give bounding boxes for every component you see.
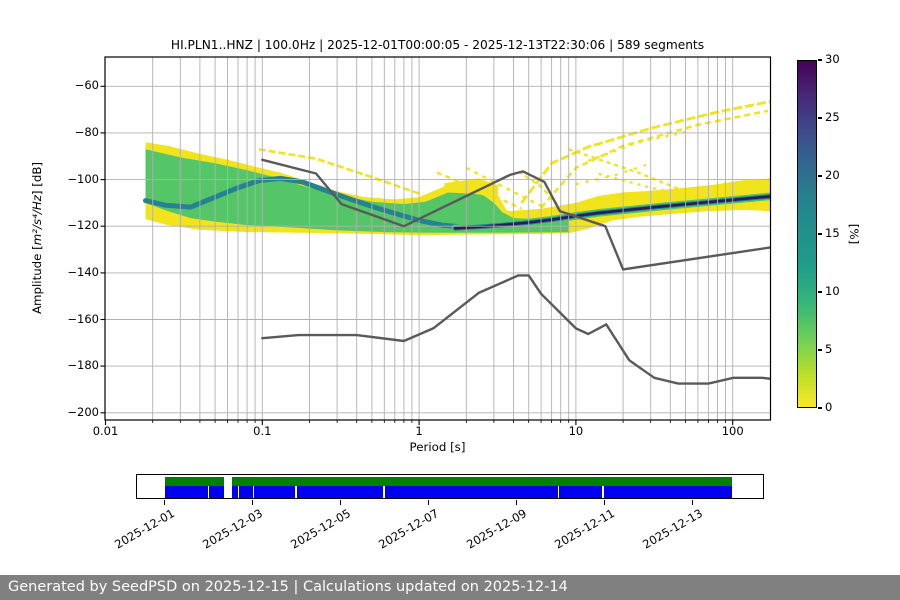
- timeline-tick-mark: [251, 500, 254, 505]
- timeline-coverage-green: [164, 476, 224, 486]
- event-streak: [436, 171, 523, 210]
- x-tick-label: 100: [721, 424, 744, 438]
- colorbar: [797, 60, 817, 408]
- event-streak: [465, 166, 553, 213]
- y-axis-label-suffix: ] [dB]: [30, 161, 44, 196]
- heatmap-layer: [143, 100, 771, 236]
- colorbar-tick-mark: [818, 291, 822, 293]
- timeline-coverage-blue: [603, 486, 733, 498]
- event-wedge: [444, 178, 499, 198]
- timeline-coverage-blue: [209, 486, 224, 498]
- timeline-coverage-blue: [297, 486, 384, 498]
- timeline-tick-mark: [164, 500, 166, 505]
- y-tick-label: −120: [67, 218, 99, 233]
- colorbar-tick-mark: [818, 349, 822, 351]
- colorbar-tick-label: 0: [825, 400, 833, 414]
- grid-layer: [105, 57, 770, 420]
- event-streak: [258, 148, 423, 196]
- y-tick-label: −80: [74, 124, 99, 139]
- colorbar-tick-label: 30: [825, 52, 840, 66]
- timeline-coverage-blue: [254, 486, 296, 498]
- timeline-coverage-bar: [136, 474, 764, 499]
- colorbar-tick-mark: [818, 59, 822, 61]
- footer-text: Generated by SeedPSD on 2025-12-15 | Cal…: [8, 579, 568, 595]
- mode-band-green: [451, 192, 771, 233]
- timeline-coverage-blue: [164, 486, 208, 498]
- y-axis-label-math: m²/s⁴/Hz: [30, 195, 44, 246]
- colorbar-tick-label: 15: [825, 226, 840, 240]
- event-streak: [520, 100, 771, 204]
- plot-title: HI.PLN1..HNZ | 100.0Hz | 2025-12-01T00:0…: [170, 38, 705, 52]
- noise-model-layer: [261, 158, 771, 385]
- event-streak: [587, 129, 693, 163]
- y-tick-label: −180: [67, 358, 99, 373]
- ppsd-cloud-yellow: [145, 142, 616, 236]
- y-axis-label-prefix: Amplitude [: [30, 245, 44, 315]
- timeline-coverage-blue: [559, 486, 603, 498]
- mode-band-teal: [452, 194, 771, 231]
- colorbar-tick-label: 20: [825, 168, 840, 182]
- timeline-date-label: 2025-12-11: [551, 506, 617, 552]
- x-axis-label: Period [s]: [409, 440, 466, 454]
- timeline-tick-mark: [339, 500, 342, 505]
- event-streak: [568, 148, 679, 191]
- timeline-date-label: 2025-12-13: [639, 506, 705, 552]
- y-tick-label: −160: [67, 311, 99, 326]
- event-streak: [517, 170, 559, 205]
- timeline-date-label: 2025-12-05: [288, 506, 353, 552]
- timeline-coverage-blue: [239, 486, 253, 498]
- colorbar-tick-mark: [818, 175, 822, 177]
- colorbar-label: [%]: [847, 223, 861, 245]
- event-streak: [598, 172, 693, 199]
- timeline-tick-mark: [691, 500, 693, 505]
- y-tick-label: −100: [67, 171, 99, 186]
- tick-marks-layer: [100, 85, 734, 425]
- colorbar-tick-mark: [818, 117, 822, 119]
- x-tick-label: 10: [568, 424, 584, 438]
- timeline-date-label: 2025-12-09: [463, 506, 529, 552]
- ppsd-teal-ridge: [143, 175, 469, 230]
- ppsd-cloud-green: [145, 149, 569, 233]
- timeline-date-label: 2025-12-03: [200, 506, 265, 552]
- y-tick-label: −200: [67, 404, 99, 419]
- timeline-date-label: 2025-12-07: [375, 506, 441, 552]
- timeline-tick-mark: [515, 500, 517, 505]
- y-tick-label: −60: [74, 78, 99, 93]
- timeline-tick-mark: [603, 500, 605, 505]
- noise-model-curve: [261, 158, 771, 271]
- colorbar-tick-mark: [818, 233, 822, 235]
- timeline-coverage-blue: [384, 486, 558, 498]
- mode-band-core: [453, 195, 771, 230]
- footer-bar: Generated by SeedPSD on 2025-12-15 | Cal…: [0, 575, 900, 600]
- event-streak: [575, 162, 652, 186]
- event-streak: [540, 109, 769, 209]
- timeline-coverage-blue: [231, 486, 238, 498]
- timeline-date-label: 2025-12-01: [112, 506, 178, 552]
- x-tick-label: 1: [415, 424, 423, 438]
- colorbar-tick-mark: [818, 407, 822, 409]
- x-tick-label: 0.1: [253, 424, 272, 438]
- mode-band-halo-yellow: [455, 178, 770, 234]
- timeline-coverage-green: [231, 476, 733, 486]
- noise-model-curve: [261, 274, 771, 385]
- colorbar-tick-label: 10: [825, 284, 840, 298]
- y-axis-label: Amplitude [m²/s⁴/Hz] [dB]: [30, 88, 46, 388]
- y-tick-label: −140: [67, 264, 99, 279]
- plot-frame: [104, 56, 772, 421]
- colorbar-tick-label: 25: [825, 110, 840, 124]
- timeline-tick-mark: [427, 500, 429, 505]
- x-tick-label: 0.01: [92, 424, 119, 438]
- colorbar-tick-label: 5: [825, 342, 833, 356]
